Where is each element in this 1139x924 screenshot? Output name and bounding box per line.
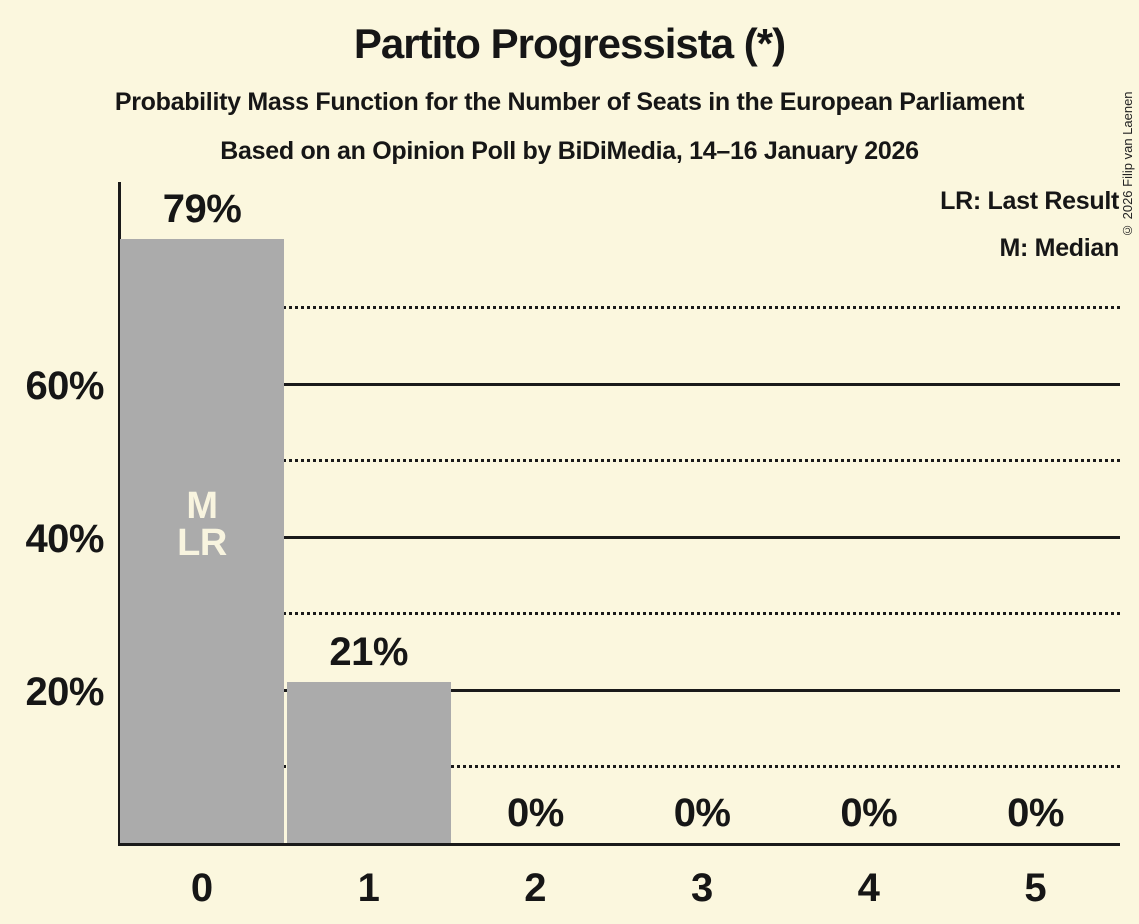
y-axis-label-60: 60%	[25, 364, 104, 408]
x-axis-label-5: 5	[1024, 866, 1047, 910]
copyright-notice: © 2026 Filip van Laenen	[1120, 91, 1135, 238]
y-axis-label-20: 20%	[25, 670, 104, 714]
plot-inner: 79% 21% 0% 0% 0% 0% M LR	[120, 182, 1120, 843]
gridline-minor-10	[121, 765, 1120, 768]
chart-title: Partito Progressista (*)	[353, 20, 786, 67]
gridline-minor-30	[121, 612, 1120, 615]
x-axis-label-4: 4	[857, 866, 880, 910]
bar-annotation-line: LR	[177, 522, 227, 564]
value-label-seats-1: 21%	[329, 630, 408, 675]
bar-annotation-line: M	[186, 485, 218, 527]
legend-entry-last-result: LR: Last Result	[940, 187, 1119, 215]
bar-annotation-median-last-result: M LR	[120, 485, 284, 564]
legend: LR: Last Result M: Median	[940, 178, 1119, 272]
y-axis-label-40: 40%	[25, 517, 104, 561]
gridline-major-20	[121, 688, 1120, 692]
bar-seats-1	[286, 682, 451, 843]
chart-source-line: Based on an Opinion Poll by BiDiMedia, 1…	[220, 137, 919, 165]
value-label-seats-4: 0%	[840, 791, 898, 835]
value-label-seats-3: 0%	[673, 791, 731, 835]
value-label-seats-2: 0%	[506, 791, 564, 835]
gridline-major-40	[121, 535, 1120, 539]
x-axis-label-2: 2	[524, 866, 547, 910]
legend-entry-median: M: Median	[999, 234, 1119, 262]
value-label-seats-0: 79%	[162, 186, 242, 231]
gridline-major-60	[121, 382, 1120, 386]
gridline-minor-70	[121, 306, 1120, 309]
plot-area: 79% 21% 0% 0% 0% 0% M LR	[118, 182, 1120, 846]
x-axis-label-1: 1	[357, 866, 380, 910]
value-label-seats-5: 0%	[1007, 791, 1064, 835]
x-axis-label-0: 0	[190, 866, 214, 910]
x-axis-label-3: 3	[690, 866, 714, 910]
chart-subtitle: Probability Mass Function for the Number…	[114, 88, 1025, 116]
gridline-minor-50	[121, 459, 1120, 462]
bar-seats-0	[120, 238, 284, 843]
